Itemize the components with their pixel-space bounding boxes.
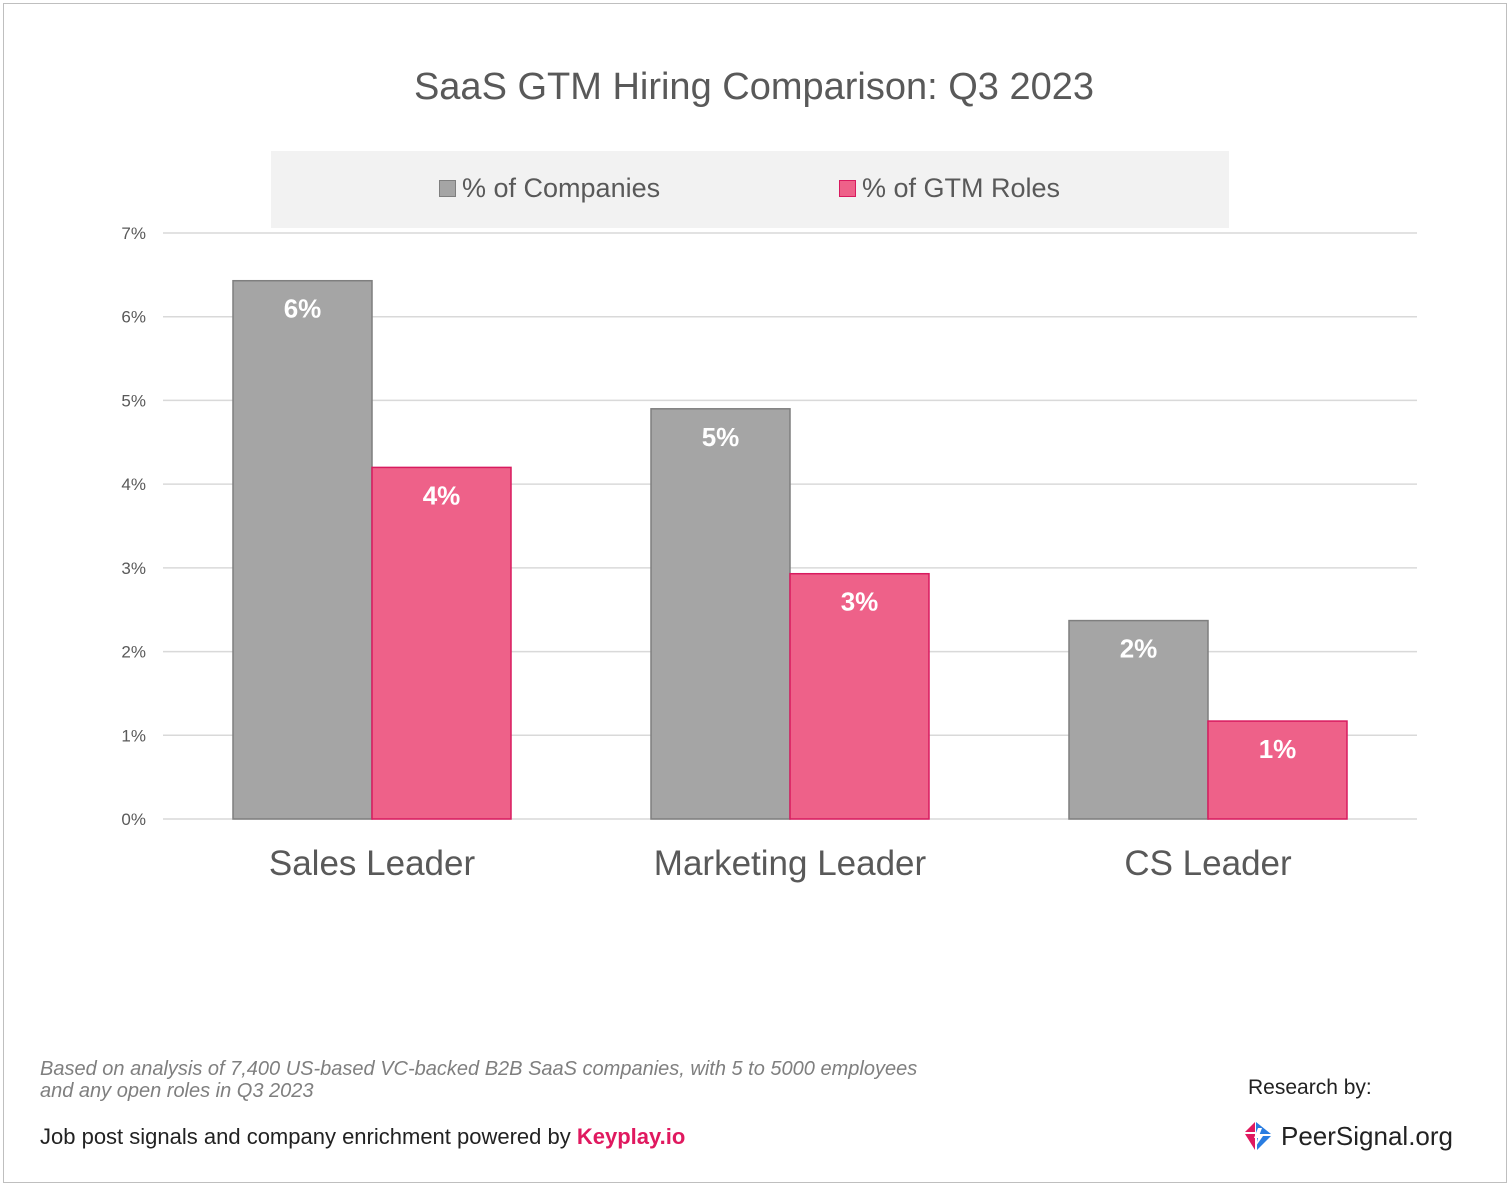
data-label: 5% [702,422,740,452]
legend-label-gtm-roles: % of GTM Roles [862,173,1061,203]
x-category-label: CS Leader [1124,844,1292,883]
legend-swatch-gtm-roles [839,180,856,197]
powered-by: Job post signals and company enrichment … [40,1124,685,1150]
peersignal-logo: PeerSignal.org [1243,1120,1453,1152]
y-tick-label: 4% [121,475,146,494]
y-tick-label: 2% [121,643,146,662]
y-tick-label: 7% [121,224,146,243]
bar [371,466,512,820]
y-tick-label: 5% [121,391,146,410]
research-by-label: Research by: [1248,1076,1372,1099]
legend-item-gtm-roles: % of GTM Roles [839,173,1060,204]
chart-title: SaaS GTM Hiring Comparison: Q3 2023 [413,66,1095,108]
y-tick-label: 1% [121,726,146,745]
peersignal-logo-text: PeerSignal.org [1281,1120,1453,1151]
powered-by-text: Job post signals and company enrichment … [40,1124,577,1149]
legend-item-companies: % of Companies [439,173,660,204]
data-label: 3% [841,587,879,617]
bar [1207,720,1348,820]
y-tick-label: 6% [121,308,146,327]
powered-by-brand: Keyplay.io [576,1124,686,1149]
bar [232,279,373,820]
legend-swatch-companies [439,180,456,197]
footnote: Based on analysis of 7,400 US-based VC-b… [40,1058,918,1102]
bar [789,572,930,820]
bar [1068,619,1209,820]
data-label: 4% [423,480,461,510]
legend: % of Companies % of GTM Roles [271,151,1229,228]
y-tick-label: 3% [121,559,146,578]
y-tick-label: 0% [121,810,146,829]
data-label: 2% [1120,634,1158,664]
peersignal-logo-icon [1245,1122,1271,1150]
x-category-label: Marketing Leader [654,844,927,883]
data-label: 1% [1259,734,1297,764]
legend-label-companies: % of Companies [462,173,661,203]
plot-area: 0% 1% 2% 3% 4% 5% 6% 7% 6% 4% Sales Leader 5% 3% Mark… [121,224,1417,883]
bar [650,408,791,820]
x-category-label: Sales Leader [269,844,476,883]
data-label: 6% [284,294,322,324]
